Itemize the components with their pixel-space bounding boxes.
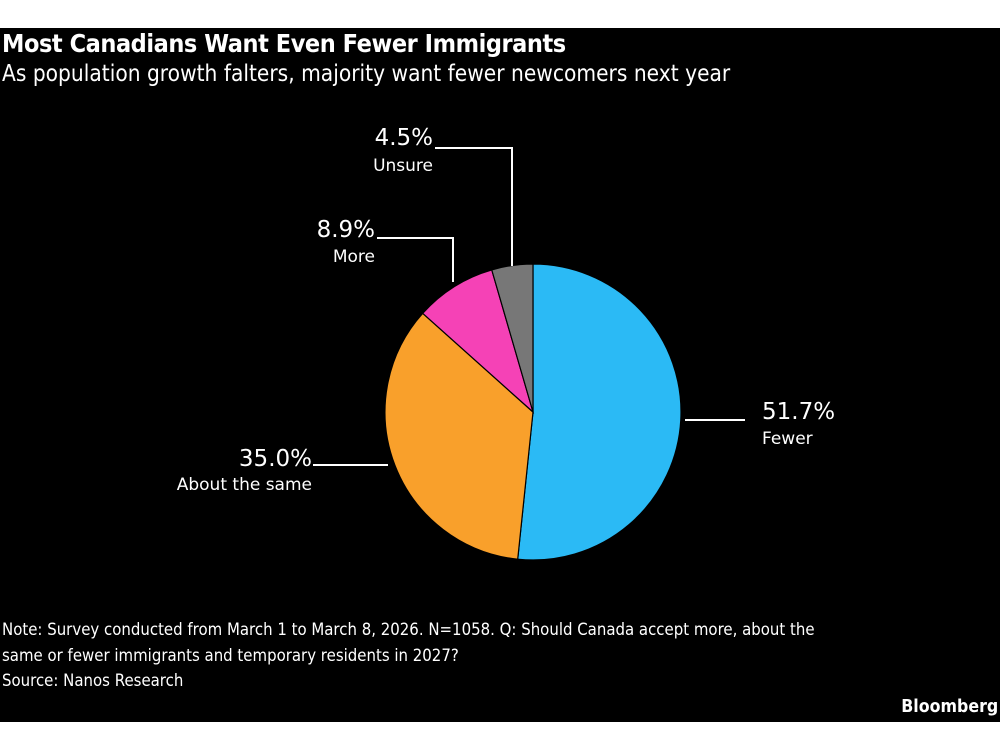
pie-slice-more: [421, 269, 535, 414]
chart-title: Most Canadians Want Even Fewer Immigrant…: [2, 29, 566, 58]
value-label-unsure: 4.5%: [375, 125, 433, 151]
value-label-fewer: 51.7%: [762, 399, 835, 425]
chart-subtitle: As population growth falters, majority w…: [2, 61, 731, 87]
leader-line-unsure: [435, 147, 513, 266]
bloomberg-logo: Bloomberg: [900, 696, 998, 717]
source-text: Source: Nanos Research: [2, 671, 184, 691]
category-label-more: More: [333, 247, 375, 267]
note-line-1: Note: Survey conducted from March 1 to M…: [2, 620, 815, 640]
category-label-unsure: Unsure: [373, 156, 433, 176]
category-label-fewer: Fewer: [762, 429, 813, 449]
note-line-2: same or fewer immigrants and temporary r…: [2, 646, 459, 666]
category-label-about-the-same: About the same: [177, 475, 312, 495]
chart-panel: Most Canadians Want Even Fewer Immigrant…: [0, 28, 1000, 722]
pie-slice-about-the-same: [384, 312, 534, 560]
value-label-more: 8.9%: [317, 217, 375, 243]
leader-line-more: [377, 237, 454, 282]
pie-slice-fewer: [517, 263, 682, 561]
value-label-about-the-same: 35.0%: [239, 446, 312, 472]
